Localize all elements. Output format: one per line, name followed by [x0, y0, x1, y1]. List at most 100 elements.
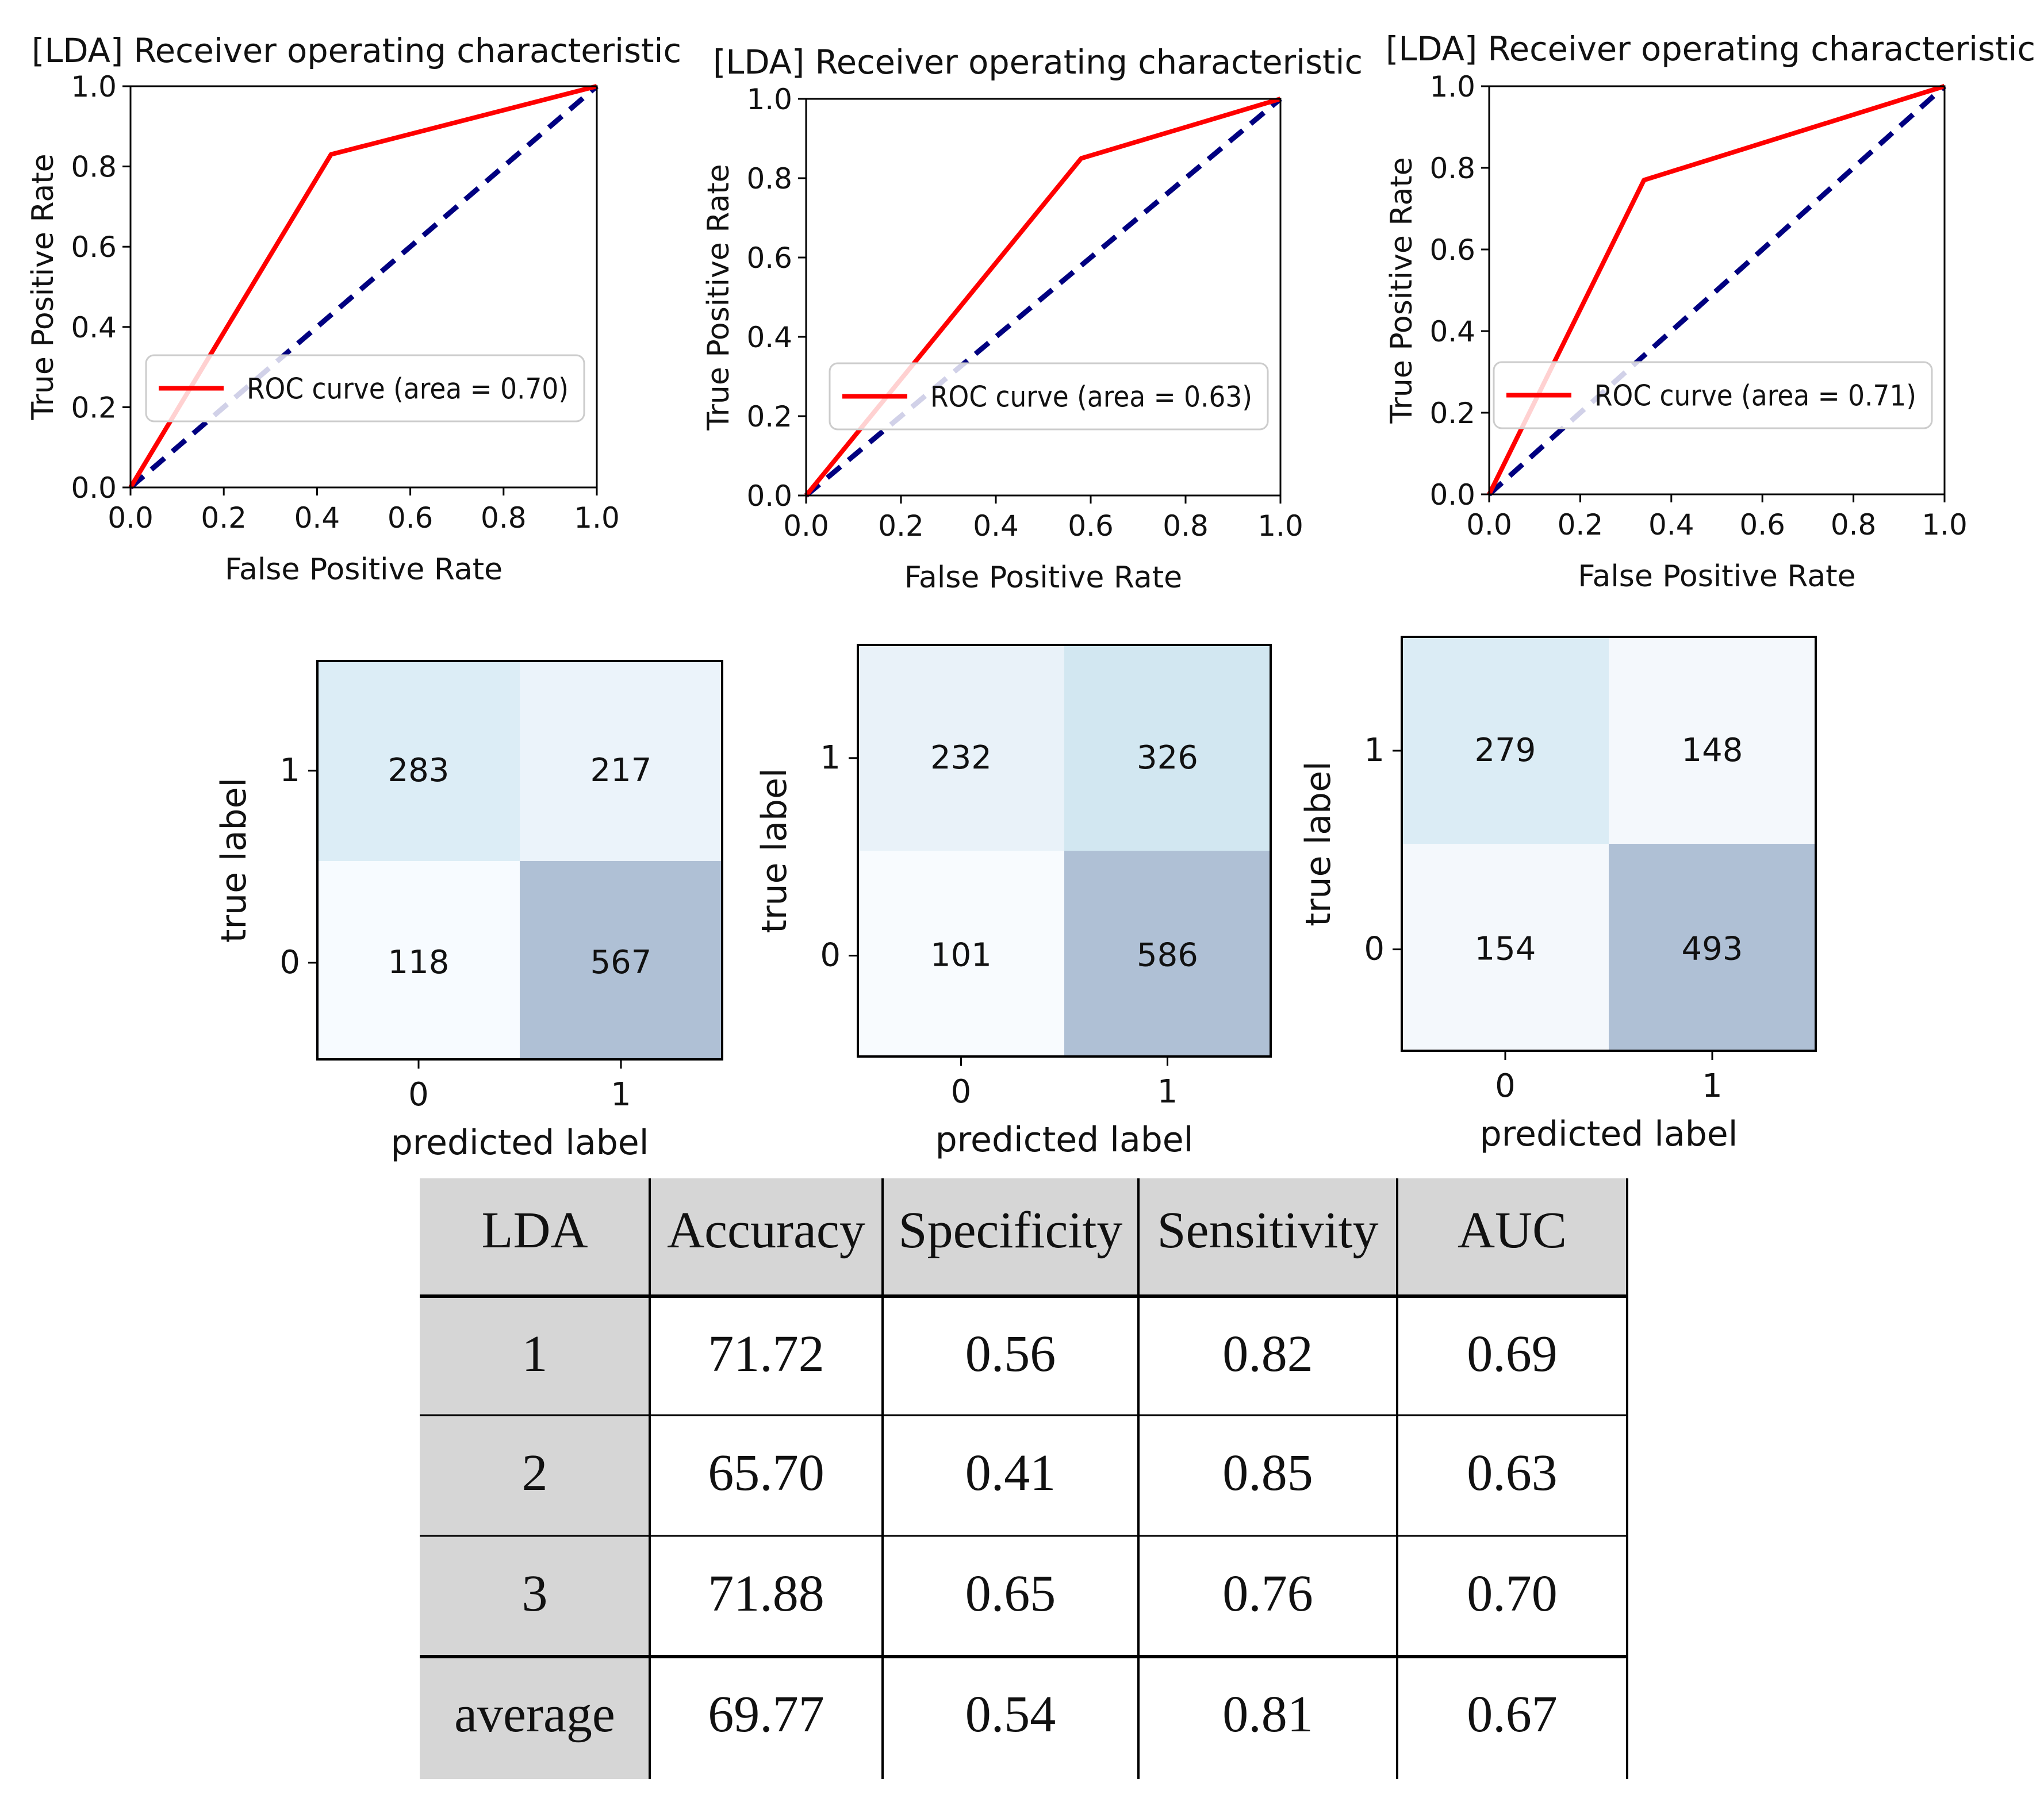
- table-cell: 0.70: [1467, 1565, 1558, 1622]
- cell-value: 148: [1682, 732, 1743, 769]
- y-axis-label: True Positive Rate: [1385, 157, 1419, 424]
- table-cell: 2: [522, 1444, 548, 1501]
- roc-chart-3: [LDA] Receiver operating characteristic 0…: [1385, 29, 2035, 594]
- plot-frame: [1488, 85, 1946, 495]
- x-tick-label: 0.0: [108, 501, 154, 535]
- matrix-cell: [858, 645, 1064, 851]
- x-tick-label: 0.6: [1068, 509, 1114, 543]
- cell-value: 118: [388, 944, 450, 981]
- chance-line: [1487, 84, 1947, 497]
- y-tick-label: 0.4: [1429, 315, 1475, 348]
- x-axis-label: predicted label: [391, 1123, 649, 1163]
- matrix-cell: [1064, 851, 1271, 1056]
- cell-value: 567: [590, 944, 652, 981]
- cell-value: 101: [930, 936, 992, 974]
- y-tick-label: 1: [820, 739, 841, 777]
- y-tick-label: 0.2: [71, 391, 117, 424]
- x-tick-label: 1.0: [1257, 509, 1303, 543]
- table-header-2: Specificity: [899, 1202, 1123, 1259]
- table-cell: 3: [522, 1565, 548, 1622]
- roc-title: [LDA] Receiver operating characteristic: [32, 31, 681, 70]
- x-tick-label: 0.6: [388, 501, 434, 535]
- y-tick-label: 0.6: [71, 230, 117, 264]
- y-tick-label: 0.2: [1429, 397, 1475, 430]
- table-header-1: Accuracy: [667, 1202, 865, 1259]
- matrix-frame: [316, 660, 723, 1061]
- matrix-frame: [857, 644, 1272, 1058]
- table-cell: 0.76: [1222, 1565, 1313, 1622]
- matrix-cell: [858, 851, 1064, 1056]
- x-tick-label: 0.8: [1163, 509, 1209, 543]
- x-tick-label: 0.8: [1831, 508, 1877, 541]
- y-tick-label: 0.4: [746, 321, 792, 354]
- x-tick-label: 1: [611, 1076, 631, 1113]
- y-tick-label: 1: [279, 752, 300, 789]
- table-cell: 71.72: [708, 1326, 824, 1382]
- cell-value: 493: [1682, 931, 1743, 968]
- y-axis-label: True Positive Rate: [26, 153, 60, 420]
- roc-title: [LDA] Receiver operating characteristic: [1386, 29, 2035, 68]
- x-tick-label: 0.0: [1466, 508, 1512, 541]
- y-tick-label: 1: [1364, 732, 1385, 769]
- y-tick-label: 0.8: [1429, 152, 1475, 185]
- y-axis-label: true label: [754, 768, 795, 933]
- x-tick-label: 0.8: [481, 501, 527, 535]
- table-cell: 0.67: [1467, 1686, 1558, 1743]
- x-tick-label: 1: [1702, 1067, 1723, 1105]
- confusion-matrix-1: 283 217 118 567 0 1 1 0 predicted label true labe…: [214, 660, 723, 1163]
- y-tick-label: 0.4: [71, 311, 117, 344]
- y-tick-label: 1.0: [71, 70, 117, 103]
- table-cell: 0.82: [1222, 1326, 1313, 1382]
- y-tick-label: 0.8: [746, 162, 792, 195]
- matrix-cell: [317, 661, 520, 861]
- matrix-cell: [1609, 637, 1816, 844]
- matrix-cell: [1402, 637, 1609, 844]
- table-cell: 0.56: [965, 1326, 1056, 1382]
- y-tick-label: 0.2: [746, 400, 792, 433]
- x-tick-label: 0.0: [783, 509, 829, 543]
- roc-chart-1: [LDA] Receiver operating characteristic 0…: [26, 31, 681, 587]
- cell-value: 279: [1475, 732, 1536, 769]
- legend-label: ROC curve (area = 0.71): [1594, 379, 1916, 413]
- table-cell: 69.77: [708, 1686, 824, 1743]
- table-cell: 0.85: [1222, 1444, 1313, 1501]
- table-cell: average: [454, 1686, 615, 1743]
- y-tick-label: 0: [279, 944, 300, 981]
- table-header-4: AUC: [1458, 1202, 1567, 1259]
- x-tick-label: 1: [1157, 1073, 1178, 1111]
- legend-label: ROC curve (area = 0.70): [247, 372, 569, 406]
- x-tick-label: 0.4: [973, 509, 1019, 543]
- y-tick-label: 0: [1364, 931, 1385, 968]
- y-tick-label: 0.0: [1429, 478, 1475, 512]
- chance-line: [804, 97, 1282, 498]
- x-tick-label: 1.0: [1922, 508, 1968, 541]
- roc-chart-2: [LDA] Receiver operating characteristic 0…: [701, 43, 1363, 595]
- table-header-3: Sensitivity: [1157, 1202, 1378, 1259]
- y-tick-label: 0.6: [746, 241, 792, 275]
- y-axis-label: true label: [1298, 761, 1339, 926]
- x-tick-label: 0.6: [1739, 508, 1785, 541]
- matrix-cell: [520, 661, 722, 861]
- y-tick-label: 0.0: [71, 471, 117, 505]
- confusion-matrix-2: 232 326 101 586 0 1 1 0 predicted label true labe…: [754, 644, 1272, 1160]
- x-tick-label: 0.2: [1558, 508, 1604, 541]
- cell-value: 586: [1137, 936, 1198, 974]
- table-cell: 0.81: [1222, 1686, 1313, 1743]
- plot-frame: [805, 98, 1282, 497]
- matrix-cell: [1402, 844, 1609, 1051]
- first-column-background: [420, 1296, 650, 1779]
- legend-label: ROC curve (area = 0.63): [930, 381, 1252, 414]
- chance-line: [129, 84, 599, 490]
- y-tick-label: 0.8: [71, 151, 117, 184]
- results-table: LDA Accuracy Specificity Sensitivity AUC 1 71.…: [420, 1178, 1628, 1779]
- x-axis-label: False Positive Rate: [904, 560, 1182, 595]
- table-cell: 0.69: [1467, 1326, 1558, 1382]
- table-cell: 65.70: [708, 1444, 824, 1501]
- y-tick-label: 1.0: [746, 83, 792, 116]
- x-tick-label: 0: [408, 1076, 429, 1113]
- table-cell: 71.88: [708, 1565, 824, 1622]
- cell-value: 217: [590, 752, 652, 789]
- cell-value: 232: [930, 739, 992, 777]
